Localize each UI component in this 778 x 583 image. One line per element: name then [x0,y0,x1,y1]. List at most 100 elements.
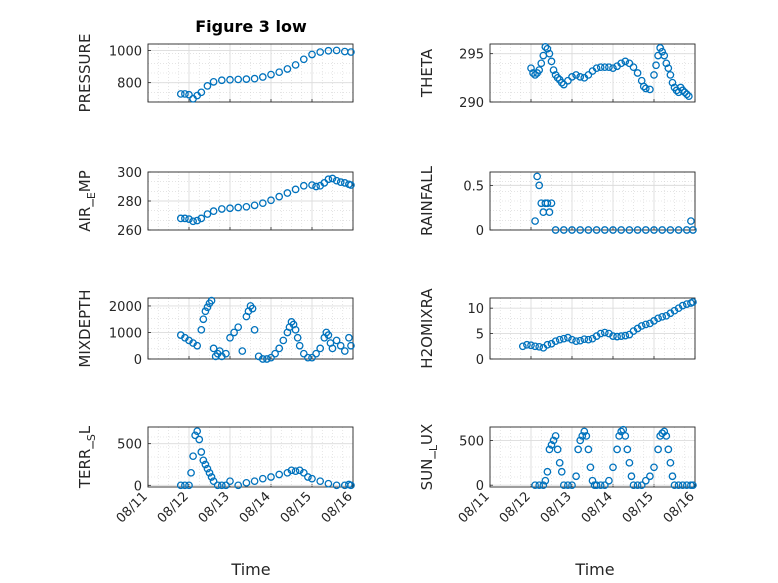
y-tick-label: 800 [117,77,142,92]
y-tick-label: 280 [117,195,142,210]
x-tick-label: 08/14 [237,489,274,526]
data-point [572,71,580,79]
data-point [316,344,325,353]
data-point [535,481,544,490]
data-point [217,481,226,490]
subplot-4: 0 0.5 RAINFALL [418,165,697,239]
axes-frame [489,297,696,360]
data-point [568,73,576,81]
data-point [605,63,613,72]
x-tick-label: 08/14 [579,489,616,526]
data-point [617,226,626,234]
data-point [666,71,675,79]
data-point [258,474,267,483]
data-point [199,456,208,465]
data-point [576,336,585,345]
data-point [207,296,216,305]
data-point [559,481,568,490]
data-point [347,48,355,56]
y-tick-label: 0 [476,353,484,368]
data-point [684,92,693,101]
data-point [248,304,257,313]
data-point [617,332,626,340]
data-point [222,481,230,490]
data-point [324,479,333,488]
data-point [596,329,605,338]
data-point [658,47,667,56]
y-tick-label: 295 [459,48,484,63]
data-point [201,307,210,316]
y-tick-label: 290 [459,96,484,111]
data-point [551,226,560,234]
data-point [203,303,212,312]
axes-frame [489,43,696,103]
data-point [308,50,316,59]
data-point [263,355,271,363]
data-point [555,335,564,344]
figure-title: Figure 3 low [195,17,307,36]
data-point [332,336,341,345]
data-point [576,226,585,234]
data-point [275,470,284,479]
data-point [629,63,638,72]
data-point [287,466,296,475]
data-point [275,192,284,201]
data-point [584,71,593,79]
x-tick-label: 08/11 [114,489,151,526]
data-point [518,342,527,351]
data-point [209,477,218,486]
data-point [293,333,302,342]
data-point [189,452,197,461]
data-point [267,196,275,205]
data-point [523,340,531,349]
x-tick-label: 08/13 [196,489,233,526]
data-point [547,57,556,66]
data-point [568,481,576,490]
data-point [625,226,634,234]
data-point [609,64,617,73]
data-point [531,217,539,225]
y-tick-label: 500 [117,438,142,453]
data-point [576,436,585,445]
data-point [543,199,552,208]
data-point [541,476,550,485]
data-point [596,481,605,490]
data-point [541,43,550,51]
data-point [299,181,308,190]
data-point [213,481,222,490]
data-point [340,347,349,355]
data-point [250,74,259,83]
data-point [242,202,251,211]
data-point [678,481,687,490]
data-point [291,185,300,194]
data-point [209,344,218,353]
data-point [660,51,669,60]
data-point [578,432,587,440]
data-point [217,205,226,213]
data-point [205,468,214,477]
data-point [176,90,185,98]
data-point [543,467,552,476]
axes-frame [147,426,354,488]
data-point [258,73,267,81]
data-point [197,88,206,97]
data-point [304,473,312,481]
data-point [596,63,605,72]
data-point [203,210,212,218]
y-tick-label: 300 [117,166,142,181]
x-axis-label-right: Time [574,560,614,579]
data-point [646,472,654,481]
subplot-3: 260 280 300 AIR_EMP [76,166,355,239]
x-tick-label: 08/16 [661,489,698,526]
data-point [689,481,697,490]
subplot-7: 0 500 TERR_SL 08/11 08/12 08/13 08/14 08/15 08/1… [76,425,356,526]
y-tick-label: 0 [134,353,142,368]
data-point [283,189,292,197]
data-point [181,481,189,490]
data-point [576,73,585,81]
data-point [316,48,325,56]
x-tick-label: 08/13 [538,489,575,526]
data-point [549,436,558,445]
y-tick-label: 0.5 [463,179,484,194]
